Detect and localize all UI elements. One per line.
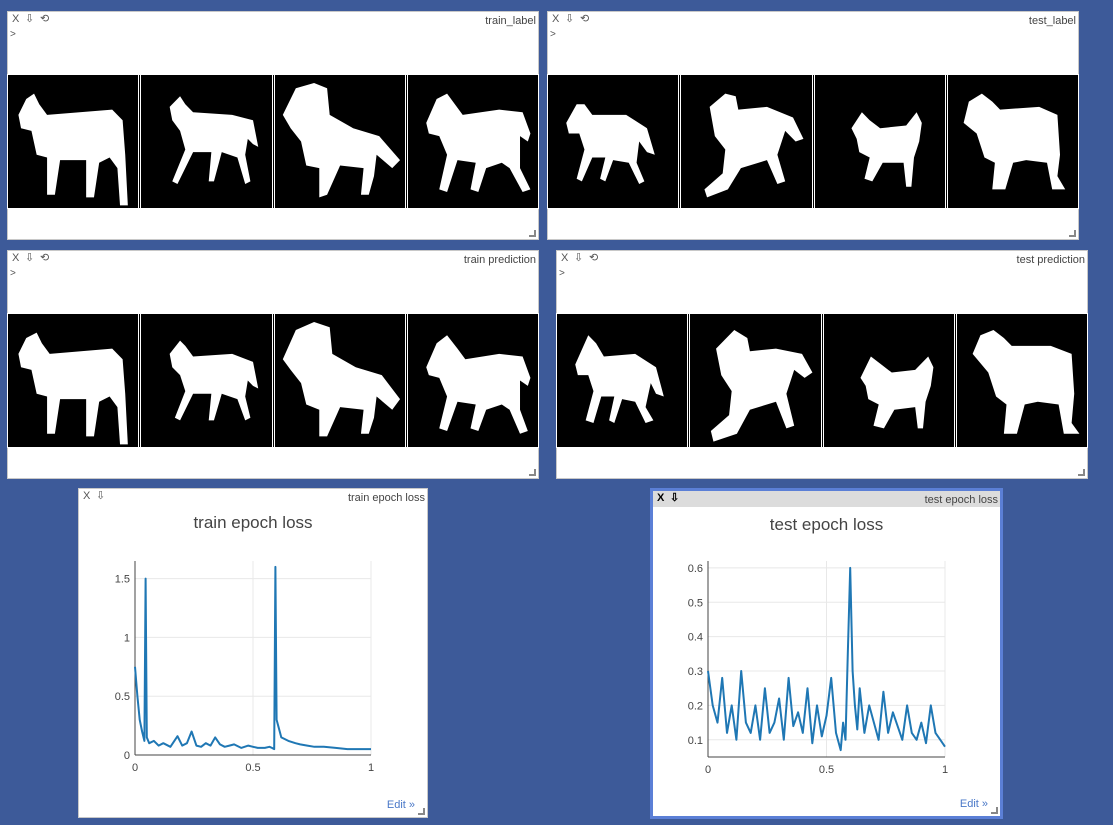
pane-test-label[interactable]: X ⇩ ⟲ test_label > <box>546 11 1080 240</box>
edit-link[interactable]: Edit » <box>959 798 988 810</box>
horse-mask-image <box>406 313 540 448</box>
prompt-caret: > <box>10 29 16 40</box>
horse-mask-image <box>813 74 946 209</box>
pane-title: test prediction <box>1016 254 1085 266</box>
test-loss-chart: 0.1 0.2 0.3 0.4 0.5 0.6 0 0.5 1 <box>688 561 948 776</box>
pane-title: train_label <box>485 15 536 27</box>
x-tick-label: 1 <box>368 762 374 774</box>
download-icon[interactable]: ⇩ <box>565 13 575 25</box>
close-icon[interactable]: X <box>83 490 91 502</box>
resize-handle[interactable] <box>1078 469 1085 476</box>
horse-mask-image <box>680 74 813 209</box>
edit-link[interactable]: Edit » <box>386 799 415 811</box>
resize-handle[interactable] <box>1069 230 1076 237</box>
download-icon[interactable]: ⇩ <box>25 252 35 264</box>
image-grid <box>555 313 1089 448</box>
image-grid <box>6 74 540 209</box>
horse-mask-image <box>273 313 406 448</box>
pane-bar[interactable]: X ⇩ ⟲ test prediction <box>557 251 1087 267</box>
pane-bar[interactable]: X ⇩ ⟲ test_label <box>548 12 1078 28</box>
horse-mask-image <box>822 313 955 448</box>
pane-title: train prediction <box>463 254 536 266</box>
close-icon[interactable]: X <box>12 13 20 25</box>
resize-handle[interactable] <box>418 808 425 815</box>
horse-mask-image <box>273 74 406 209</box>
resize-handle[interactable] <box>529 230 536 237</box>
horse-mask-image <box>140 74 273 209</box>
prompt-caret: > <box>559 268 565 279</box>
pane-test-prediction[interactable]: X ⇩ ⟲ test prediction > <box>555 250 1089 479</box>
x-tick-label: 0 <box>705 764 711 776</box>
horse-mask-image <box>406 74 540 209</box>
close-icon[interactable]: X <box>561 252 569 264</box>
y-tick-label: 0.2 <box>688 700 703 712</box>
pane-bar[interactable]: X ⇩ ⟲ train_label <box>8 12 538 28</box>
pane-bar[interactable]: X ⇩ test epoch loss <box>653 491 1000 507</box>
close-icon[interactable]: X <box>12 252 20 264</box>
y-tick-label: 1 <box>124 632 130 644</box>
x-tick-label: 0.5 <box>245 762 260 774</box>
pane-train-prediction[interactable]: X ⇩ ⟲ train prediction > <box>6 250 540 479</box>
y-tick-label: 0.3 <box>688 666 703 678</box>
y-tick-label: 0.5 <box>688 597 703 609</box>
image-grid <box>546 74 1080 209</box>
download-icon[interactable]: ⇩ <box>96 490 106 502</box>
pane-train-label[interactable]: X ⇩ ⟲ train_label > <box>6 11 540 240</box>
horse-mask-image <box>946 74 1080 209</box>
series-line <box>707 566 946 752</box>
chart-title: test epoch loss <box>769 515 884 534</box>
horse-mask-image <box>6 313 140 448</box>
reset-icon[interactable]: ⟲ <box>40 13 50 25</box>
y-tick-label: 0.6 <box>688 563 703 575</box>
y-tick-label: 0.1 <box>688 735 703 747</box>
y-tick-label: 0.5 <box>115 691 130 703</box>
prompt-caret: > <box>550 29 556 40</box>
train-loss-chart: 0 0.5 1 1.5 0 0.5 1 <box>115 561 374 774</box>
x-tick-label: 0 <box>132 762 138 774</box>
pane-title: train epoch loss <box>347 492 425 504</box>
y-tick-label: 0.4 <box>688 632 703 644</box>
pane-title: test_label <box>1028 15 1076 27</box>
horse-mask-image <box>689 313 822 448</box>
pane-title: test epoch loss <box>924 494 998 506</box>
y-tick-label: 0 <box>124 750 130 762</box>
pane-bar[interactable]: X ⇩ ⟲ train prediction <box>8 251 538 267</box>
series-line <box>134 565 371 751</box>
horse-mask-image <box>6 74 140 209</box>
download-icon[interactable]: ⇩ <box>574 252 584 264</box>
resize-handle[interactable] <box>991 807 998 814</box>
resize-handle[interactable] <box>529 469 536 476</box>
reset-icon[interactable]: ⟲ <box>589 252 599 264</box>
close-icon[interactable]: X <box>552 13 560 25</box>
reset-icon[interactable]: ⟲ <box>40 252 50 264</box>
x-tick-label: 1 <box>942 764 948 776</box>
horse-mask-image <box>140 313 273 448</box>
pane-bar[interactable]: X ⇩ train epoch loss <box>79 489 427 505</box>
x-tick-label: 0.5 <box>819 764 834 776</box>
horse-mask-image <box>555 313 689 448</box>
horse-mask-image <box>955 313 1089 448</box>
chart-title: train epoch loss <box>193 513 313 532</box>
close-icon[interactable]: X <box>657 492 665 504</box>
download-icon[interactable]: ⇩ <box>670 492 680 504</box>
reset-icon[interactable]: ⟲ <box>580 13 590 25</box>
pane-test-loss[interactable]: X ⇩ test epoch loss test epoch loss 0.1 0… <box>650 488 1003 819</box>
image-grid <box>6 313 540 448</box>
y-tick-label: 1.5 <box>115 574 130 586</box>
download-icon[interactable]: ⇩ <box>25 13 35 25</box>
prompt-caret: > <box>10 268 16 279</box>
horse-mask-image <box>546 74 680 209</box>
